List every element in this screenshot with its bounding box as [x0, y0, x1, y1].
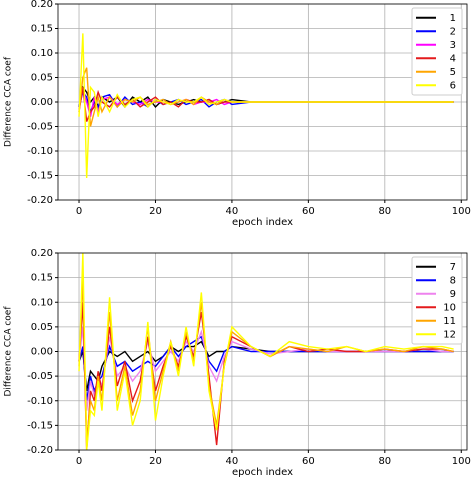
legend-label: 8 [450, 275, 456, 286]
y-tick-label: 0.15 [31, 24, 53, 35]
y-tick-label: -0.05 [27, 371, 53, 382]
series-line [78, 340, 454, 392]
series-line [78, 335, 454, 401]
legend-box [411, 256, 463, 345]
y-tick-label: -0.15 [27, 171, 53, 182]
x-tick-label: 100 [452, 456, 471, 467]
chart: -0.20 -0.15 -0.10 -0.05 0.00 0.05 0.10 0.15 0.20… [4, 0, 471, 228]
x-axis-label: epoch index [232, 217, 293, 228]
y-tick-label: 0.20 [31, 248, 53, 259]
x-tick-label: 40 [226, 456, 239, 467]
chart: -0.20 -0.15 -0.10 -0.05 0.00 0.05 0.10 0.15 0.20… [4, 248, 471, 478]
y-tick-label: 0.10 [31, 48, 53, 59]
legend: 7 8 9 10 11 12 [411, 256, 463, 345]
y-tick-label: 0.10 [31, 297, 53, 308]
y-tick-label: -0.10 [27, 396, 53, 407]
y-tick-label: 0.20 [31, 0, 53, 10]
y-tick-label: 0.05 [31, 322, 53, 333]
legend-label: 4 [450, 53, 456, 64]
y-tick-label: 0.00 [31, 97, 53, 108]
legend-label: 12 [443, 329, 456, 340]
legend-box [411, 7, 463, 96]
x-tick-label: 100 [452, 206, 471, 217]
y-tick-label: -0.10 [27, 146, 53, 157]
x-tick-label: 60 [302, 456, 315, 467]
legend-label: 2 [450, 26, 456, 37]
legend-label: 3 [450, 40, 456, 51]
y-tick-label: 0.05 [31, 73, 53, 84]
series-line [78, 67, 454, 127]
x-tick-label: 80 [378, 206, 391, 217]
y-tick-label: -0.20 [27, 445, 53, 456]
x-tick-label: 60 [302, 206, 315, 217]
legend-label: 5 [450, 67, 456, 78]
y-tick-label: -0.20 [27, 195, 53, 206]
series-line [78, 89, 454, 117]
y-axis-label: Difference CCA coef [4, 56, 14, 147]
plot-frame [57, 3, 468, 201]
x-tick-label: 20 [149, 456, 162, 467]
x-tick-label: 0 [76, 456, 82, 467]
plot-frame [57, 252, 468, 451]
legend-label: 7 [450, 262, 456, 273]
legend-label: 10 [443, 302, 456, 313]
y-tick-label: -0.05 [27, 122, 53, 133]
x-tick-label: 0 [76, 206, 82, 217]
legend-label: 6 [450, 80, 456, 91]
x-tick-label: 40 [226, 206, 239, 217]
series-line [78, 33, 454, 178]
x-tick-label: 80 [378, 456, 391, 467]
y-tick-label: 0.00 [31, 347, 53, 358]
y-tick-label: 0.15 [31, 273, 53, 284]
legend-label: 9 [450, 289, 456, 300]
legend: 1 2 3 4 5 6 [411, 7, 463, 96]
series-line [78, 87, 454, 122]
x-tick-label: 20 [149, 206, 162, 217]
series-line [78, 253, 454, 450]
legend-label: 11 [443, 316, 456, 327]
y-tick-label: -0.15 [27, 420, 53, 431]
x-axis-label: epoch index [232, 467, 293, 478]
y-axis-label: Difference CCA coef [4, 306, 14, 397]
legend-label: 1 [450, 13, 456, 24]
